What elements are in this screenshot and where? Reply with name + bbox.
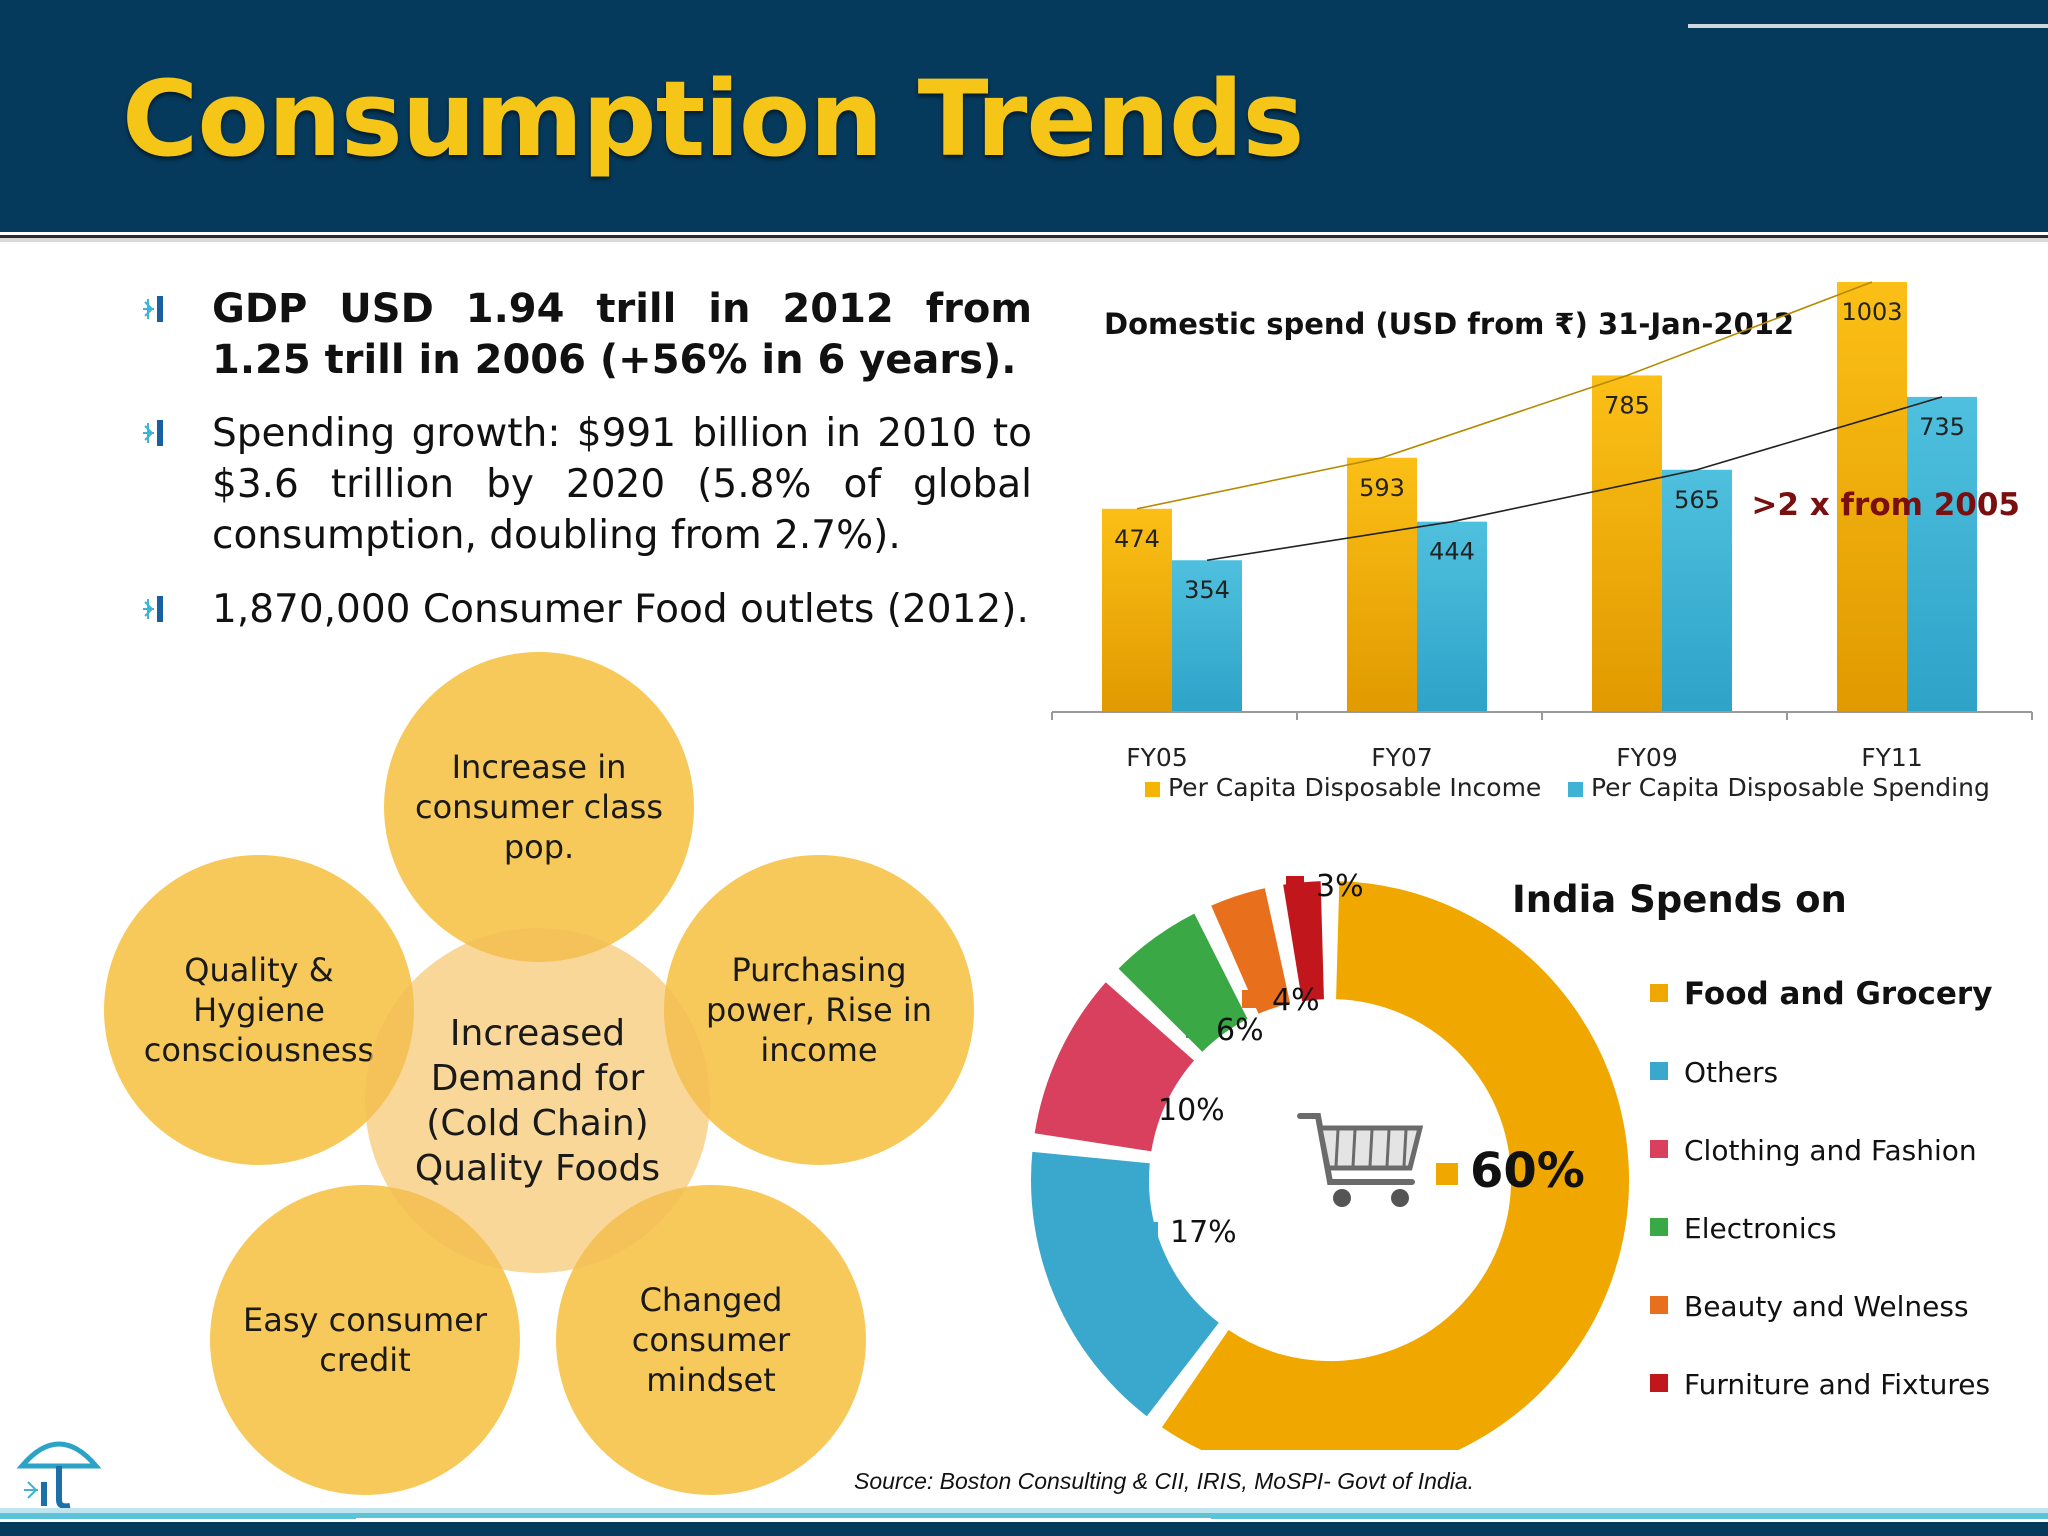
slice-label-swatch <box>1436 1163 1458 1185</box>
data-label-spending: 444 <box>1429 538 1475 566</box>
donut-slice-1 <box>1029 1149 1222 1420</box>
cart-bar <box>1385 1129 1391 1167</box>
circle-label: Quality & Hygiene consciousness <box>143 951 375 1069</box>
slice-label-swatch <box>1140 1222 1158 1240</box>
circle-consumer-class: Increase in consumer class pop. <box>384 652 694 962</box>
slice-label-swatch <box>1242 990 1260 1008</box>
shopping-cart-icon <box>1297 1113 1424 1207</box>
x-tick-label: FY11 <box>1861 743 1922 772</box>
trendline-income <box>1136 281 1873 510</box>
legend-label: Clothing and Fashion <box>1684 1134 1977 1167</box>
circle-label: Increase in consumer class pop. <box>414 748 664 866</box>
bullet-text: Spending growth: $991 billion in 2010 to… <box>212 411 1032 558</box>
circle-label: Purchasing power, Rise in income <box>705 951 933 1069</box>
donut-slice-3 <box>1115 910 1251 1055</box>
circle-label: Easy consumer credit <box>242 1301 488 1379</box>
legend-swatch <box>1650 1218 1668 1236</box>
legend-label: Others <box>1684 1056 1778 1089</box>
donut-slice-0 <box>1159 879 1631 1450</box>
slice-value-label: 17% <box>1170 1215 1237 1250</box>
circle-quality-hygiene: Quality & Hygiene consciousness <box>104 855 414 1165</box>
slice-value-label: 10% <box>1158 1093 1225 1128</box>
bar-spending <box>1172 560 1242 712</box>
snowflake-bullet-icon <box>143 596 163 622</box>
bar-income <box>1102 508 1172 712</box>
legend-label-income: Per Capita Disposable Income <box>1168 773 1541 802</box>
cart-bar <box>1368 1129 1374 1167</box>
legend-label: Electronics <box>1684 1212 1837 1245</box>
circle-center-demand: Increased Demand for (Cold Chain) Qualit… <box>365 928 710 1273</box>
legend-swatch <box>1650 984 1668 1002</box>
data-label-income: 593 <box>1359 474 1405 502</box>
legend-swatch-spending <box>1568 782 1583 797</box>
legend-swatch <box>1650 1062 1668 1080</box>
bullet-text: 1,870,000 Consumer Food outlets (2012). <box>212 587 1029 632</box>
circle-label: Increased Demand for (Cold Chain) Qualit… <box>414 1012 661 1189</box>
bar-income <box>1837 282 1907 712</box>
donut-slice-2 <box>1032 979 1197 1154</box>
slice-label-swatch <box>1286 876 1304 894</box>
slice-value-label: 6% <box>1216 1013 1264 1048</box>
domestic-spend-bar-chart: Domestic spend (USD from ₹) 31-Jan-2012 4… <box>1051 281 2033 802</box>
footer-bar <box>0 1508 2048 1536</box>
bar-spending <box>1907 396 1977 712</box>
legend-label: Food and Grocery <box>1684 976 1992 1012</box>
legend-swatch <box>1650 1140 1668 1158</box>
data-label-income: 474 <box>1114 525 1160 553</box>
footer-accent <box>356 1518 1211 1522</box>
bullet-text: GDP USD 1.94 trill in 2012 from 1.25 tri… <box>212 286 1032 383</box>
bar-income <box>1592 375 1662 712</box>
donut-chart-title: India Spends on <box>1512 878 1847 921</box>
bullet-spending: Spending growth: $991 billion in 2010 to… <box>143 408 1032 561</box>
slide-title: Consumption Trends <box>122 58 1304 180</box>
company-logo <box>16 1441 102 1510</box>
header-accent-line <box>1688 24 2048 28</box>
cart-wheel <box>1333 1189 1351 1207</box>
bar-spending <box>1662 469 1732 712</box>
bullet-gdp: GDP USD 1.94 trill in 2012 from 1.25 tri… <box>143 284 1032 386</box>
donut-slice-4 <box>1208 885 1293 1017</box>
chart-annotation: >2 x from 2005 <box>1751 487 2020 523</box>
legend-label: Beauty and Welness <box>1684 1290 1969 1323</box>
cart-wheel <box>1391 1189 1409 1207</box>
bullet-outlets: 1,870,000 Consumer Food outlets (2012). <box>143 584 1032 635</box>
x-tick-label: FY09 <box>1616 743 1677 772</box>
circle-consumer-credit: Easy consumer credit <box>210 1185 520 1495</box>
data-label-income: 785 <box>1604 391 1650 419</box>
data-label-spending: 354 <box>1184 576 1230 604</box>
legend-label-spending: Per Capita Disposable Spending <box>1591 773 1990 802</box>
legend-label: Furniture and Fixtures <box>1684 1368 1990 1401</box>
cart-bar <box>1351 1129 1357 1167</box>
bar-income <box>1347 457 1417 712</box>
bar-chart-title: Domestic spend (USD from ₹) 31-Jan-2012 <box>1104 307 1794 341</box>
snowflake-bullet-icon <box>143 420 163 446</box>
slice-value-label: 3% <box>1316 869 1364 904</box>
data-label-income: 1003 <box>1841 298 1902 326</box>
data-label-spending: 565 <box>1674 486 1720 514</box>
legend-swatch <box>1650 1374 1668 1392</box>
bar-spending <box>1417 521 1487 712</box>
legend-swatch <box>1650 1296 1668 1314</box>
legend-swatch-income <box>1145 782 1160 797</box>
slice-label-swatch <box>1186 1020 1204 1038</box>
slice-label-swatch <box>1128 1100 1146 1118</box>
india-spends-donut-chart: 60% 17% 10% 6%4% 3% India Spends on Food and G… <box>1029 869 1992 1450</box>
source-note: Source: Boston Consulting & CII, IRIS, M… <box>854 1468 1475 1494</box>
slice-value-label: 4% <box>1272 983 1320 1018</box>
cart-bar <box>1402 1129 1408 1167</box>
circle-label: Changed consumer mindset <box>631 1281 791 1399</box>
cart-bar <box>1334 1129 1340 1167</box>
x-tick-label: FY07 <box>1371 743 1432 772</box>
slice-value-label: 60% <box>1470 1143 1585 1199</box>
trendline-spending <box>1206 396 1943 562</box>
slide-header: Consumption Trends <box>0 0 2048 232</box>
circle-purchasing-power: Purchasing power, Rise in income <box>664 855 974 1165</box>
header-divider <box>0 232 2048 242</box>
data-label-spending: 735 <box>1919 413 1965 441</box>
x-tick-label: FY05 <box>1126 743 1187 772</box>
snowflake-bullet-icon <box>143 296 163 322</box>
